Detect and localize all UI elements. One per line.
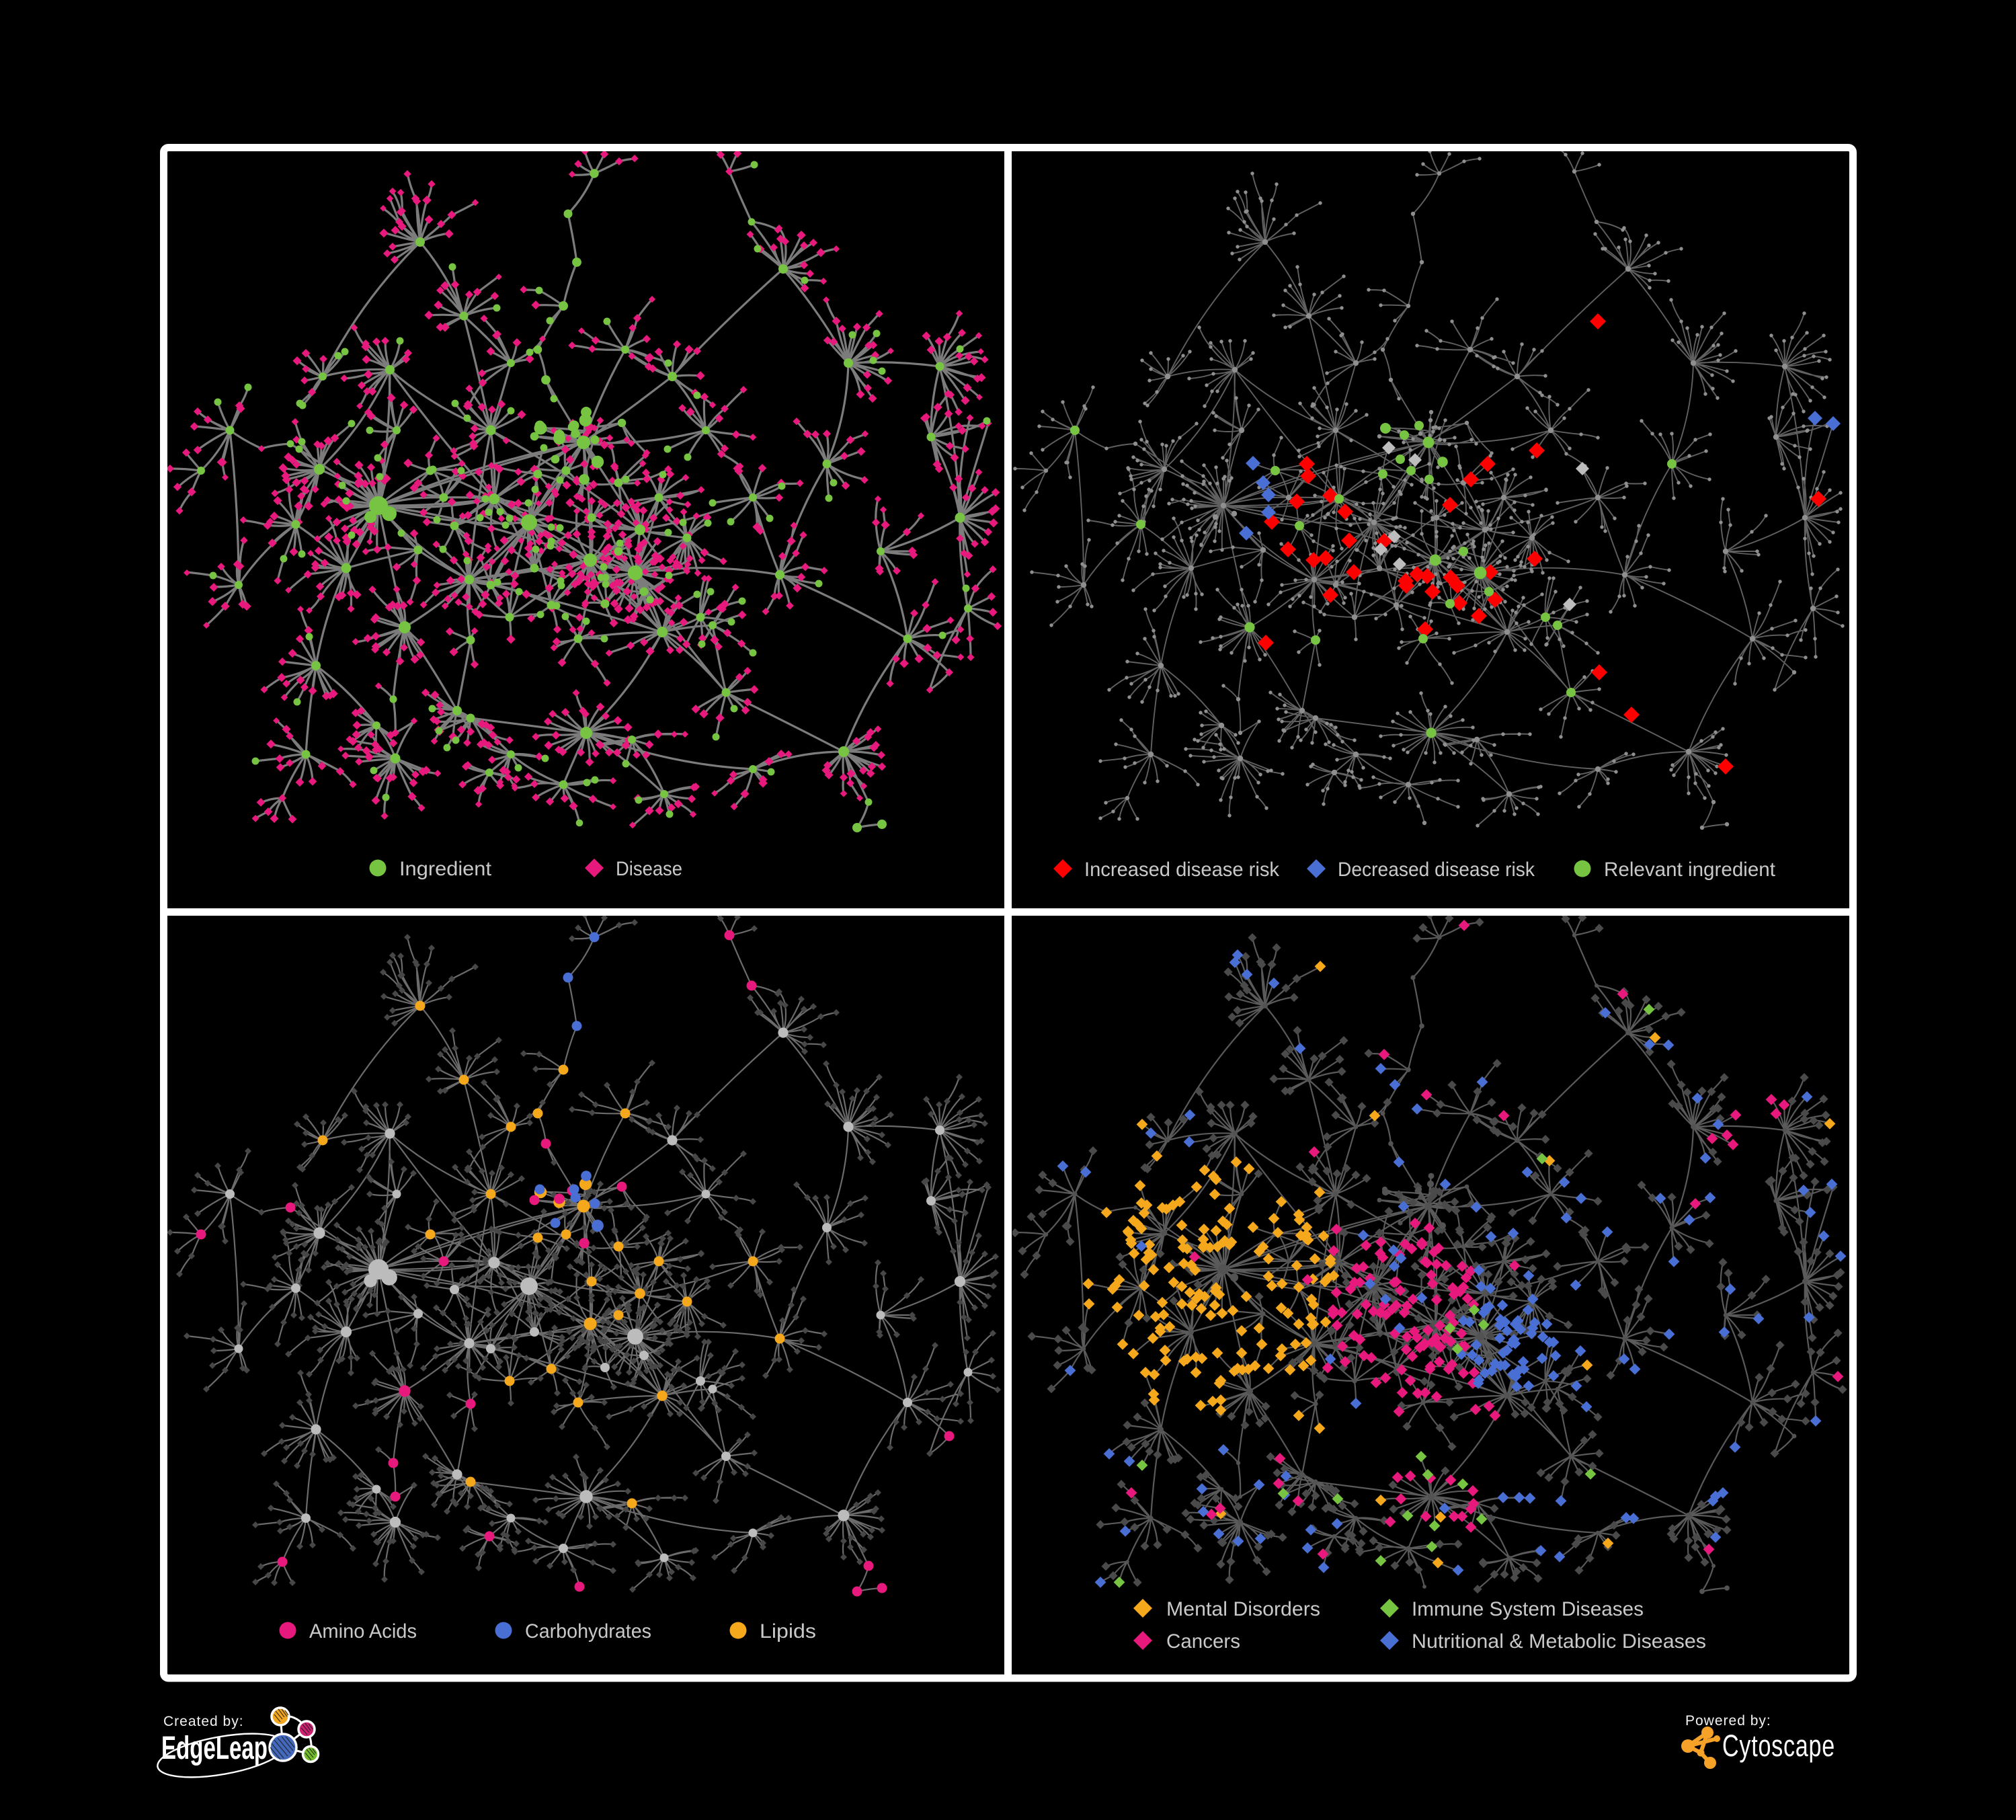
svg-text:Decreased disease risk: Decreased disease risk xyxy=(1338,859,1535,881)
svg-text:Lipids: Lipids xyxy=(760,1620,816,1643)
svg-text:Immune System Diseases: Immune System Diseases xyxy=(1412,1598,1644,1620)
svg-text:EdgeLeap: EdgeLeap xyxy=(161,1731,268,1766)
svg-text:Created by:: Created by: xyxy=(163,1714,244,1729)
svg-text:Carbohydrates: Carbohydrates xyxy=(525,1620,651,1643)
svg-text:Nutritional & Metabolic Diseas: Nutritional & Metabolic Diseases xyxy=(1412,1630,1706,1653)
svg-text:Disease: Disease xyxy=(616,858,682,880)
svg-text:Cytoscape: Cytoscape xyxy=(1722,1729,1835,1763)
svg-text:Amino Acids: Amino Acids xyxy=(309,1620,417,1643)
svg-text:Relevant ingredient: Relevant ingredient xyxy=(1604,859,1776,881)
svg-text:Increased disease risk: Increased disease risk xyxy=(1084,859,1280,881)
svg-text:Mental Disorders: Mental Disorders xyxy=(1166,1598,1320,1620)
svg-text:Powered by:: Powered by: xyxy=(1685,1713,1771,1729)
svg-text:Ingredient: Ingredient xyxy=(399,858,492,880)
svg-text:Cancers: Cancers xyxy=(1166,1630,1240,1653)
